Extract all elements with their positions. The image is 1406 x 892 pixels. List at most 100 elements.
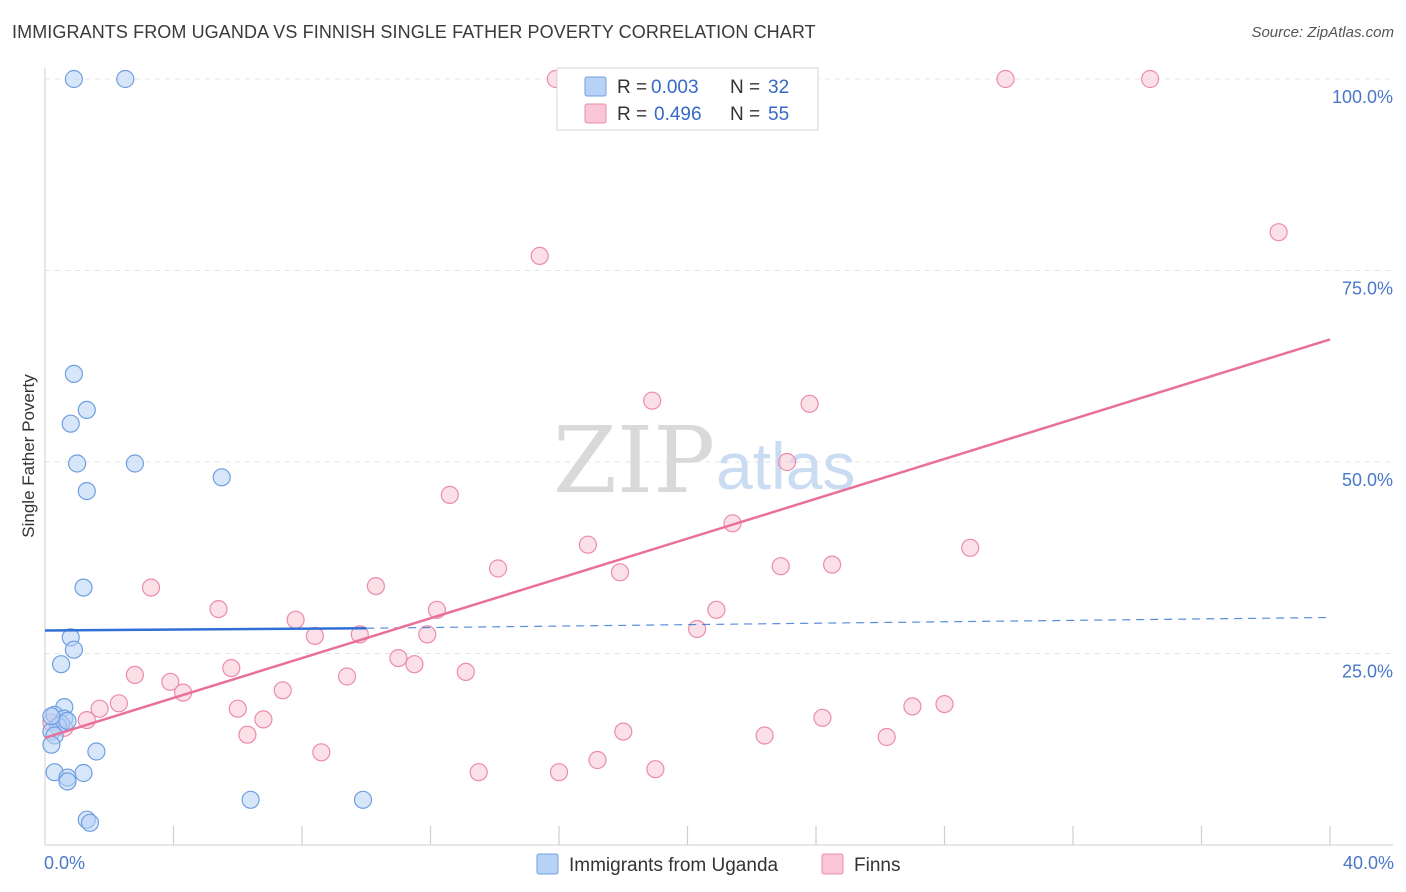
point-finns-48: [877, 727, 896, 747]
point-finns-24: [305, 626, 324, 646]
point-uganda-7: [77, 482, 96, 501]
point-uganda-27: [353, 790, 373, 809]
point-finns-26: [418, 625, 437, 644]
point-finns-7: [800, 394, 819, 413]
point-finns-18: [366, 576, 385, 596]
point-finns-3: [1140, 69, 1160, 89]
point-finns-35: [273, 681, 292, 700]
legend-r-value-1: 0.003: [651, 77, 699, 98]
point-finns-21: [707, 600, 726, 619]
point-finns-53: [549, 763, 569, 782]
point-finns-33: [161, 672, 180, 691]
legend-n-label-2: N =: [730, 104, 760, 125]
point-finns-46: [238, 725, 257, 744]
legend-r-value-2: 0.496: [654, 104, 702, 125]
x-tick-label-max: 40.0%: [1343, 853, 1394, 873]
point-finns-37: [90, 699, 109, 718]
point-finns-8: [777, 452, 797, 472]
point-uganda-31: [58, 711, 77, 731]
legend-n-value-2: 55: [768, 104, 789, 125]
trend-lines: [44, 338, 1331, 739]
point-finns-41: [254, 710, 273, 729]
point-finns-23: [687, 619, 707, 639]
bottom-legend-swatch-finns: [821, 853, 844, 875]
point-finns-2: [996, 69, 1015, 89]
point-uganda-12: [51, 655, 71, 674]
point-uganda-3: [77, 400, 96, 419]
y-tick-label-100: 100.0%: [1332, 87, 1393, 107]
legend-n-value-1: 32: [768, 77, 789, 98]
point-finns-4: [1269, 223, 1288, 242]
point-uganda-11: [64, 640, 84, 659]
trend-line-uganda: [44, 626, 367, 632]
point-uganda-21: [87, 742, 106, 761]
point-finns-42: [813, 708, 832, 727]
bottom-legend-swatch-uganda: [536, 853, 559, 875]
watermark-zip: ZIP: [553, 407, 715, 514]
point-finns-30: [222, 658, 241, 678]
point-finns-38: [228, 699, 247, 718]
point-uganda-0: [64, 69, 84, 89]
legend-n-label-1: N =: [730, 77, 760, 98]
point-uganda-2: [64, 364, 84, 383]
stats-legend: R = 0.003 N = 32 R = 0.496 N = 55: [556, 67, 819, 131]
point-finns-27: [389, 648, 408, 668]
legend-r-label-2: R =: [617, 104, 647, 125]
point-finns-17: [141, 578, 161, 597]
point-finns-28: [405, 655, 424, 674]
point-uganda-23: [74, 763, 93, 783]
data-points: [42, 69, 1288, 832]
y-tick-label-75: 75.0%: [1342, 279, 1393, 299]
point-finns-47: [755, 726, 774, 745]
point-finns-14: [610, 563, 630, 582]
point-uganda-25: [58, 772, 77, 791]
point-finns-11: [578, 535, 598, 554]
grid: [45, 78, 1393, 654]
y-tick-label-25: 25.0%: [1342, 662, 1393, 682]
y-tick-labels: 25.0% 50.0% 75.0% 100.0%: [1332, 87, 1393, 682]
point-finns-5: [530, 246, 549, 265]
point-uganda-26: [241, 790, 260, 809]
point-finns-49: [312, 743, 331, 762]
legend-r-label-1: R =: [617, 77, 647, 98]
point-finns-6: [643, 391, 662, 410]
point-finns-32: [337, 667, 357, 686]
point-finns-15: [771, 557, 790, 576]
point-finns-16: [822, 555, 842, 574]
series-legend: Immigrants from Uganda Finns: [536, 853, 900, 876]
point-finns-52: [469, 763, 488, 782]
trend-line-finns: [44, 338, 1331, 739]
point-uganda-6: [125, 454, 144, 473]
x-tick-label-min: 0.0%: [44, 853, 85, 873]
point-finns-31: [125, 665, 144, 685]
point-finns-12: [961, 538, 980, 557]
point-uganda-8: [212, 468, 231, 487]
point-finns-36: [109, 694, 129, 713]
point-finns-22: [286, 610, 305, 629]
point-finns-40: [935, 694, 954, 714]
y-tick-label-50: 50.0%: [1342, 470, 1393, 490]
trend-line-uganda-extension: [366, 616, 1331, 629]
y-axis-label: Single Father Poverty: [19, 374, 38, 538]
bottom-legend-label-uganda: Immigrants from Uganda: [569, 855, 779, 876]
chart-title: IMMIGRANTS FROM UGANDA VS FINNISH SINGLE…: [12, 22, 816, 42]
point-uganda-4: [61, 414, 80, 433]
point-finns-50: [588, 750, 607, 770]
point-finns-45: [614, 722, 633, 741]
point-finns-13: [488, 559, 508, 578]
point-uganda-9: [74, 578, 93, 597]
source-label: Source: ZipAtlas.com: [1251, 24, 1394, 41]
point-finns-51: [646, 760, 665, 779]
watermark: ZIP atlas: [553, 407, 855, 514]
point-finns-19: [209, 599, 228, 619]
legend-swatch-finns: [584, 103, 607, 124]
bottom-legend-label-finns: Finns: [854, 855, 900, 876]
point-uganda-29: [80, 813, 100, 832]
legend-swatch-uganda: [584, 76, 607, 97]
point-uganda-5: [67, 454, 87, 473]
point-uganda-1: [116, 69, 135, 89]
point-finns-9: [440, 485, 459, 504]
point-uganda-30: [42, 707, 61, 726]
point-finns-39: [903, 697, 922, 716]
